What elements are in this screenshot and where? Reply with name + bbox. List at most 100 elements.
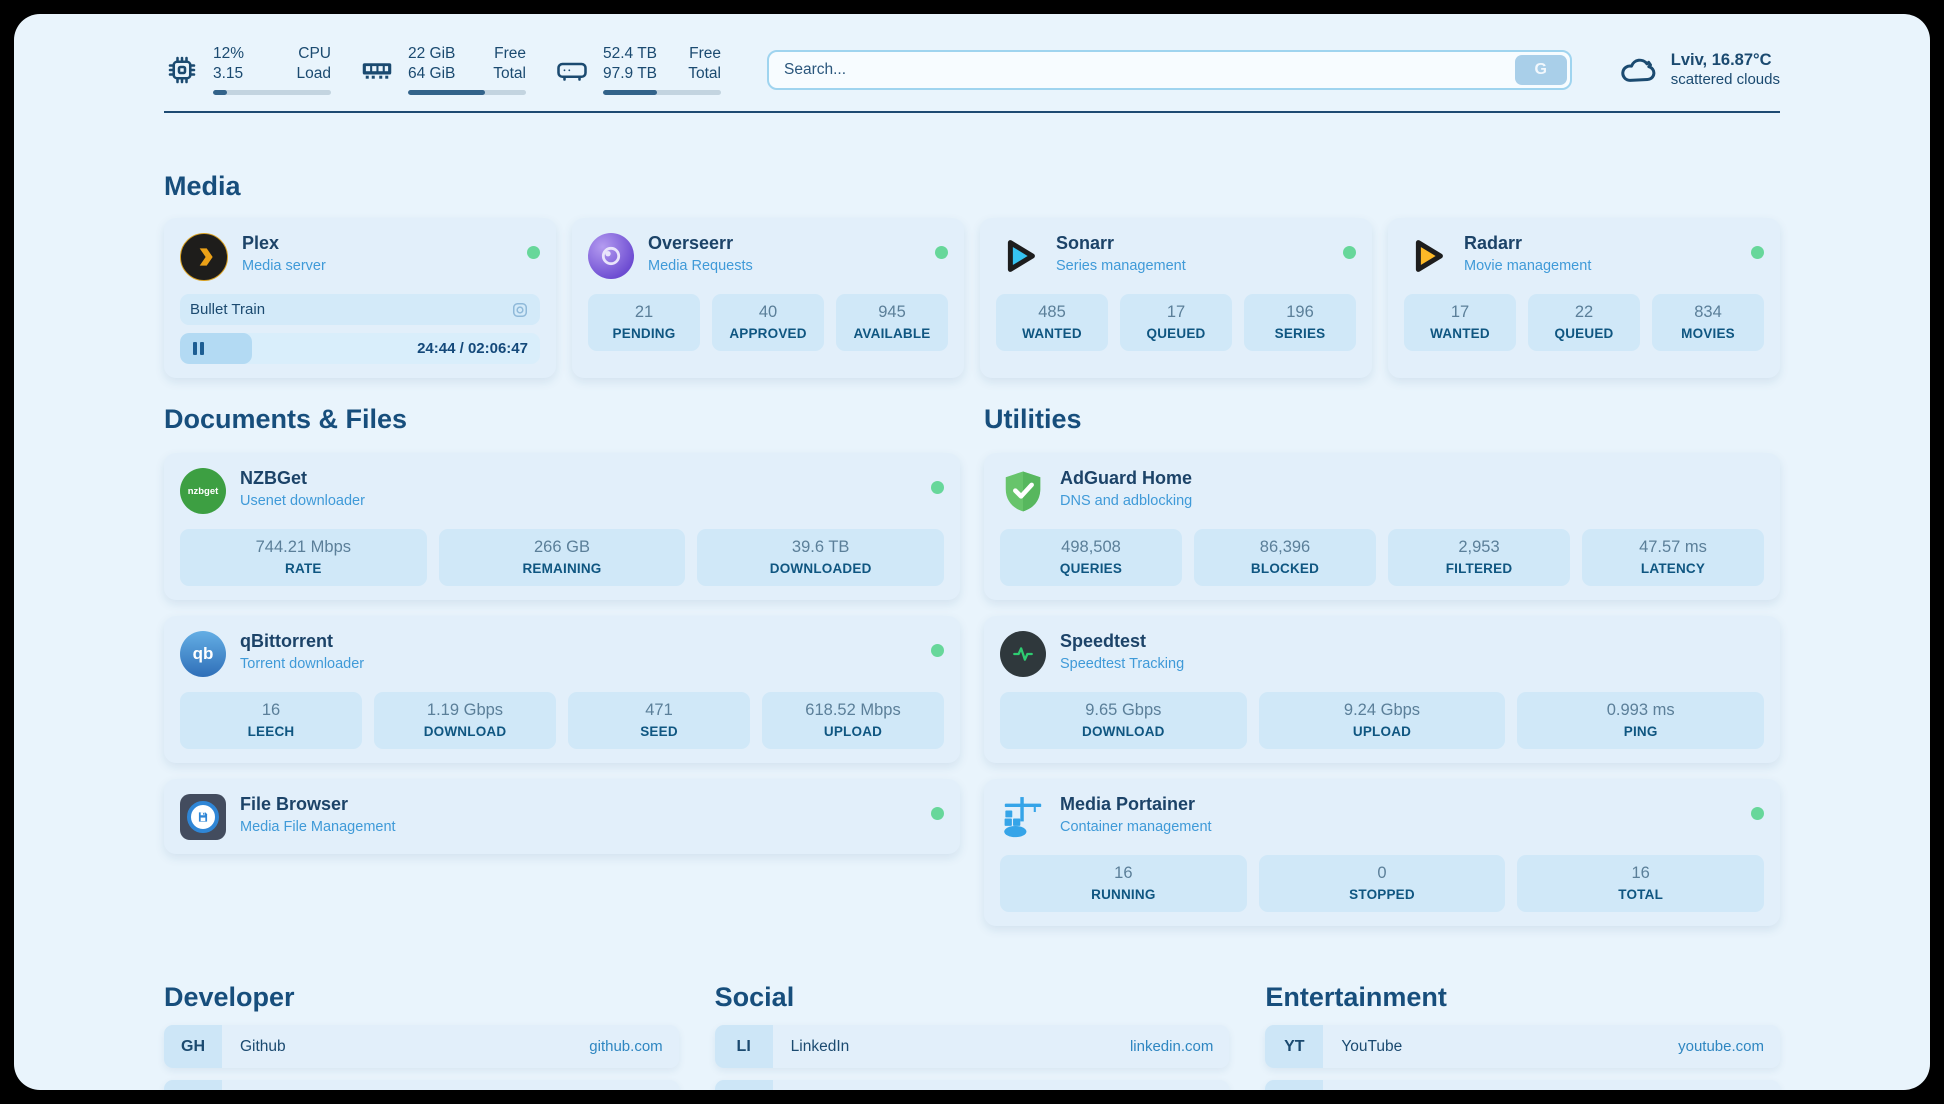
disk-stat: 52.4 TB 97.9 TB Free Total (554, 44, 721, 96)
stat-value: 47.57 ms (1639, 538, 1707, 557)
stat-value: 16 (261, 701, 281, 720)
app-card-sonarr: Sonarr Series management 485 WANTED 17 Q… (980, 218, 1372, 379)
radarr-icon (1415, 240, 1443, 273)
app-title: Sonarr (1056, 233, 1115, 254)
stat-label: DOWNLOADED (769, 561, 872, 577)
stat-value: 0.993 ms (1606, 701, 1675, 720)
app-subtitle: Speedtest Tracking (1060, 655, 1185, 672)
plex-icon (180, 233, 228, 282)
nzbget-icon: nzbget (180, 468, 226, 515)
bookmark-twitter[interactable]: TW Twitter twitter.com (714, 1080, 1230, 1090)
search-input[interactable] (772, 60, 1515, 79)
bookmark-abbr: GH (164, 1025, 222, 1069)
bookmark-linkedin[interactable]: LI LinkedIn linkedin.com (714, 1025, 1230, 1069)
app-link-filebrowser[interactable]: File Browser Media File Management (240, 794, 917, 835)
cpu-stat: 12% 3.15 CPU Load (164, 44, 331, 96)
stat-value: 834 (1694, 303, 1722, 322)
stat-value: 618.52 Mbps (805, 701, 901, 720)
bookmark-stackoverflow[interactable]: SO StackOverflow stackoverflow.com (164, 1080, 679, 1090)
stat-value: 9.24 Gbps (1343, 701, 1421, 720)
app-title: File Browser (240, 794, 349, 815)
stat-box: 2,953 FILTERED (1388, 529, 1570, 587)
stat-value: 9.65 Gbps (1085, 701, 1162, 720)
bookmark-youtube[interactable]: YT YouTube youtube.com (1265, 1025, 1780, 1069)
ram-progress-fill (408, 90, 485, 96)
section-heading-documents: Documents & Files (164, 404, 408, 435)
stat-label: FILTERED (1445, 561, 1513, 577)
cpu-progress-bar (213, 90, 331, 96)
status-dot (1343, 246, 1356, 260)
stat-label: RUNNING (1091, 887, 1156, 903)
bookmark-url: linkedin.com (1129, 1038, 1214, 1056)
app-link-sonarr[interactable]: Sonarr Series management (1056, 233, 1329, 274)
media-card-grid: Plex Media server Bullet Train 24:44 / 0… (164, 218, 1780, 379)
app-subtitle: Torrent downloader (240, 655, 365, 672)
app-title: AdGuard Home (1060, 468, 1193, 489)
overseerr-icon (588, 233, 634, 280)
stat-label: SEED (640, 724, 678, 740)
stat-label: STOPPED (1349, 887, 1415, 903)
ram-total-label: Total (493, 65, 526, 83)
stat-box: 21 PENDING (588, 294, 700, 352)
stats-row: 16 LEECH 1.19 Gbps DOWNLOAD 471 SEED 618… (180, 692, 944, 750)
playback-progress-bar: 24:44 / 02:06:47 (180, 333, 540, 365)
cpu-load-value: 3.15 (213, 65, 244, 83)
now-playing-row: Bullet Train (180, 294, 540, 326)
app-link-qbittorrent[interactable]: qBittorrent Torrent downloader (240, 631, 917, 672)
bookmark-netflix[interactable]: NF Netflix netflix.com (1265, 1080, 1780, 1090)
stat-label: WANTED (1430, 326, 1490, 342)
stat-box: 22 QUEUED (1528, 294, 1640, 352)
stat-value: 17 (1166, 303, 1186, 322)
stat-label: APPROVED (729, 326, 807, 342)
status-dot (931, 481, 944, 495)
app-link-nzbget[interactable]: NZBGet Usenet downloader (240, 468, 917, 509)
stat-label: UPLOAD (823, 724, 883, 740)
stat-label: QUEUED (1146, 326, 1206, 342)
section-heading-media: Media (164, 171, 241, 202)
app-link-speedtest[interactable]: Speedtest Speedtest Tracking (1060, 631, 1764, 672)
video-icon (513, 302, 527, 317)
stat-value: 744.21 Mbps (255, 538, 352, 557)
app-subtitle: DNS and adblocking (1060, 492, 1193, 509)
disk-progress-bar (603, 90, 721, 96)
stats-row: 17 WANTED 22 QUEUED 834 MOVIES (1404, 294, 1764, 352)
stat-label: RATE (285, 561, 322, 577)
cpu-load-label: Load (296, 65, 331, 83)
app-link-radarr[interactable]: Radarr Movie management (1464, 233, 1737, 274)
stat-value: 471 (645, 701, 673, 720)
app-link-plex[interactable]: Plex Media server (242, 233, 513, 274)
stat-box: 17 QUEUED (1120, 294, 1232, 352)
app-subtitle: Series management (1056, 257, 1186, 274)
bookmarks-grid: Developer GH Github github.com SO StackO… (164, 982, 1780, 1090)
app-link-overseerr[interactable]: Overseerr Media Requests (648, 233, 921, 274)
stat-box: 0 STOPPED (1258, 855, 1506, 913)
stat-label: REMAINING (522, 561, 602, 577)
pause-icon[interactable] (193, 342, 204, 356)
app-link-adguard[interactable]: AdGuard Home DNS and adblocking (1060, 468, 1764, 509)
stat-box: 16 TOTAL (1517, 855, 1764, 913)
disk-free-label: Free (689, 45, 721, 62)
app-card-nzbget: nzbget NZBGet Usenet downloader 744.21 M… (164, 453, 960, 601)
app-title: Overseerr (648, 233, 734, 254)
app-card-adguard: AdGuard Home DNS and adblocking 498,508 … (984, 453, 1780, 601)
stat-value: 22 (1574, 303, 1594, 322)
stat-label: LATENCY (1640, 561, 1706, 577)
qbittorrent-icon: qb (180, 631, 226, 678)
app-link-portainer[interactable]: Media Portainer Container management (1060, 794, 1737, 835)
stat-value: 40 (758, 303, 778, 322)
app-subtitle: Usenet downloader (240, 492, 365, 509)
documents-column: Documents & Files nzbget NZBGet Usenet d… (164, 404, 960, 855)
search-engine-button[interactable]: G (1514, 54, 1567, 85)
stat-box: 47.57 ms LATENCY (1582, 529, 1764, 587)
app-title: Media Portainer (1060, 794, 1196, 815)
stat-label: SERIES (1274, 326, 1326, 342)
app-card-plex: Plex Media server Bullet Train 24:44 / 0… (164, 218, 556, 379)
system-stats: 12% 3.15 CPU Load (164, 44, 721, 96)
stat-box: 0.993 ms PING (1517, 692, 1764, 750)
app-subtitle: Media Requests (648, 257, 753, 274)
weather-location-temp: Lviv, 16.87°C (1670, 51, 1772, 70)
bookmark-name: Github (240, 1037, 286, 1055)
bookmark-github[interactable]: GH Github github.com (164, 1025, 679, 1069)
disk-icon (557, 62, 587, 81)
stat-box: 618.52 Mbps UPLOAD (762, 692, 944, 750)
